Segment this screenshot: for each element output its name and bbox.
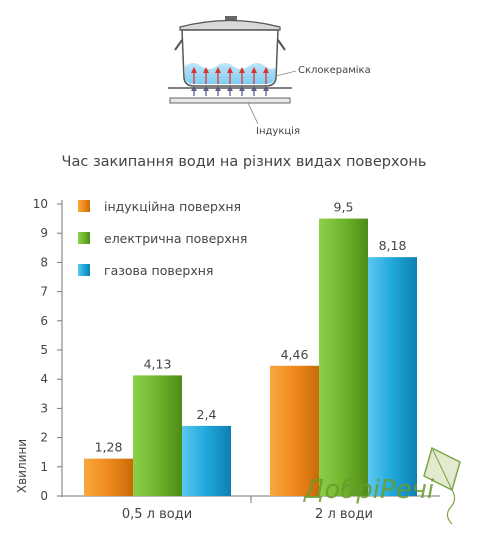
bar-value-label: 4,46 — [281, 347, 309, 362]
induction-label: Індукція — [256, 125, 300, 137]
bar — [368, 257, 417, 496]
bar — [270, 365, 319, 496]
heat-arrowhead-icon — [263, 67, 269, 73]
heat-arrowhead-icon — [227, 67, 233, 73]
legend: індукційна поверхня електрична поверхня га… — [78, 199, 247, 278]
bar-labels: 1,28 4,46 4,13 9,5 2,4 8,18 — [95, 200, 407, 455]
x-category-label: 0,5 л води — [122, 507, 192, 522]
heat-arrowhead-icon — [239, 67, 245, 73]
legend-label: електрична поверхня — [104, 231, 247, 246]
pot-handle-left — [174, 39, 183, 51]
y-tick-label: 7 — [40, 285, 48, 299]
legend-label: газова поверхня — [104, 263, 213, 278]
y-tick-label: 8 — [40, 255, 48, 269]
legend-swatch — [78, 200, 90, 212]
bars — [84, 218, 417, 496]
pot-lid-knob — [225, 16, 237, 20]
y-tick-label: 6 — [40, 314, 48, 328]
dobri-rechi-logo: ДобріРечі — [303, 446, 461, 525]
bar-value-label: 9,5 — [334, 200, 354, 215]
y-tick-label: 5 — [40, 343, 48, 357]
y-tick-label: 1 — [40, 460, 48, 474]
legend-swatch — [78, 264, 90, 276]
y-tick-label: 10 — [33, 197, 48, 211]
logo-text: ДобріРечі — [303, 475, 435, 505]
ceramic-label: Склокераміка — [298, 64, 371, 76]
cooktop-diagram: Склокераміка Індукція — [168, 16, 371, 137]
bar-value-label: 1,28 — [95, 440, 123, 455]
y-ticks: 0 1 2 3 4 5 6 7 8 9 10 — [33, 197, 62, 503]
ceramic-pointer-line — [275, 70, 297, 77]
x-labels: 0,5 л води 2 л води — [122, 507, 373, 522]
bar — [133, 375, 182, 496]
y-tick-label: 0 — [40, 489, 48, 503]
bar — [319, 218, 368, 496]
y-tick-label: 4 — [40, 372, 48, 386]
induction-pointer-line — [247, 102, 259, 125]
y-tick-label: 3 — [40, 401, 48, 415]
heat-arrowhead-icon — [215, 67, 221, 73]
bar — [182, 425, 231, 496]
y-axis-label: Хвилини — [15, 439, 29, 493]
kite-tail — [446, 489, 456, 525]
y-tick-label: 2 — [40, 431, 48, 445]
x-category-label: 2 л води — [315, 507, 373, 522]
kite-spar — [431, 447, 453, 491]
bar — [84, 458, 133, 496]
chart-title: Час закипання води на різних видах повер… — [62, 154, 427, 170]
heat-arrowhead-icon — [251, 67, 257, 73]
bar-value-label: 4,13 — [144, 356, 172, 371]
pot-lid — [179, 19, 281, 31]
heat-arrowhead-icon — [203, 67, 209, 73]
bar-value-label: 2,4 — [197, 407, 217, 422]
induction-coil — [169, 97, 291, 104]
legend-swatch — [78, 232, 90, 244]
bar-value-label: 8,18 — [379, 238, 407, 253]
legend-label: індукційна поверхня — [104, 199, 241, 214]
pot-handle-right — [277, 39, 286, 51]
heat-arrowhead-icon — [191, 67, 197, 73]
y-tick-label: 9 — [40, 226, 48, 240]
